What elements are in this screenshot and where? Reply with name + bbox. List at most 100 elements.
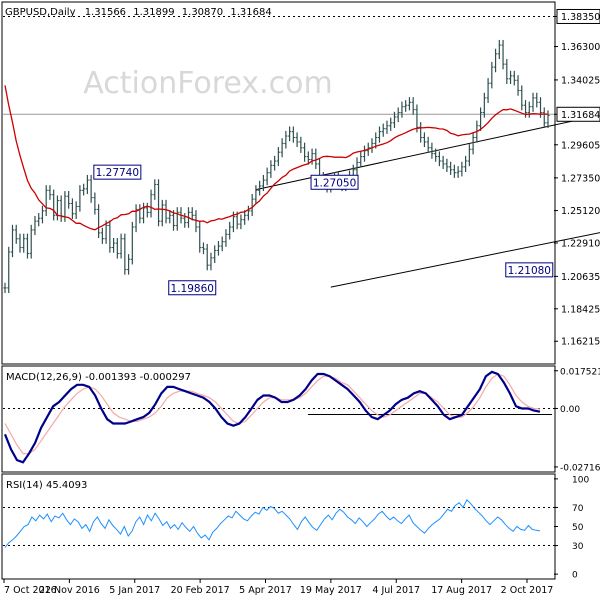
price-bar (100, 227, 104, 244)
price-bar (422, 132, 427, 148)
price-bar (385, 120, 389, 134)
price-bar (377, 126, 382, 143)
price-bar (546, 110, 550, 128)
price-bar (505, 59, 509, 84)
swing-label-text: 1.27050 (313, 177, 356, 189)
price-bar (288, 126, 292, 142)
price-bar (123, 233, 127, 275)
price-bar (18, 233, 22, 253)
rsi-tick-label: 100 (572, 475, 589, 485)
price-bar (314, 148, 318, 170)
chart-header: GBPUSD,Daily 1.31566 1.31899 1.30870 1.3… (5, 7, 272, 18)
price-bar (269, 160, 273, 178)
price-bar (452, 164, 456, 178)
price-bar (201, 242, 206, 255)
price-bar (70, 198, 75, 219)
price-bar (467, 144, 471, 167)
price-panel: ActionForex.com 1.27740 1.19860 1.27050 1.2… (1, 1, 600, 365)
price-bar (153, 179, 157, 200)
price-bar (33, 216, 37, 236)
price-tick-label: 1.34025 (561, 75, 600, 86)
price-bar (198, 221, 202, 253)
price-bar (434, 148, 438, 162)
svg-text:GBPUSD,Daily 1.31566: GBPUSD,Daily 1.31566 1.31899 1.30870 1.3… (5, 7, 272, 18)
price-bar (85, 174, 89, 195)
price-bar (126, 254, 131, 275)
price-bar (359, 151, 363, 168)
price-bar (471, 132, 475, 155)
price-bar (119, 233, 123, 259)
price-bar (400, 101, 404, 118)
macd-line (3, 370, 541, 464)
price-bar (3, 282, 7, 294)
price-bar (280, 138, 284, 158)
price-bar (228, 221, 232, 240)
price-bar (209, 252, 213, 271)
price-bar (478, 107, 483, 131)
price-bar (508, 70, 513, 84)
price-bar (441, 155, 445, 170)
price-bar (82, 183, 86, 196)
price-bar (460, 161, 464, 177)
price-bar (93, 192, 97, 215)
price-bar (407, 97, 412, 111)
rsi-label: RSI(14) 45.4093 (6, 480, 87, 491)
macd-tick-label: 0.017521 (560, 367, 600, 377)
price-tick-label: 1.36300 (561, 42, 600, 53)
low-value: 1.30870 (182, 7, 223, 18)
price-bar (216, 240, 221, 256)
price-tag-box (556, 106, 600, 122)
high-value: 1.31899 (133, 7, 174, 18)
price-bar (220, 236, 224, 252)
price-bar (516, 75, 520, 96)
price-bar (141, 202, 146, 224)
price-bar (254, 185, 258, 205)
rsi-panel: 100 70 50 30 0 RSI(14) 45.4093 (1, 473, 589, 581)
swing-label: 1.21080 (505, 262, 554, 278)
price-bar (40, 205, 45, 224)
price-bar (295, 132, 299, 148)
price-bar (224, 229, 228, 247)
price-bar (213, 245, 217, 263)
price-tag-box (556, 8, 600, 24)
price-bar (381, 123, 385, 137)
price-tick-label: 1.29605 (561, 140, 600, 151)
price-bar (246, 205, 251, 221)
price-bar (25, 233, 30, 259)
price-bar (437, 151, 441, 167)
rsi-tick-label: 0 (572, 571, 578, 581)
macd-tick-label: -0.027169 (560, 463, 600, 473)
swing-label-text: 1.27740 (96, 167, 139, 179)
swing-label-text: 1.19860 (171, 283, 214, 295)
price-bar (115, 238, 119, 259)
price-bar (149, 189, 153, 218)
price-bar (396, 107, 400, 123)
swing-label-box (505, 262, 554, 278)
x-tick-label: 20 Feb 2017 (171, 585, 230, 596)
watermark: ActionForex.com (83, 66, 332, 101)
price-bar (490, 61, 494, 89)
price-bar (284, 130, 288, 149)
price-bar (542, 107, 546, 128)
price-bar (310, 148, 314, 165)
price-bar (535, 92, 539, 108)
price-bar (482, 92, 486, 118)
price-bar (112, 238, 116, 253)
swing-label-text: 1.21080 (508, 265, 551, 277)
macd-tick-label: 0.00 (560, 405, 580, 415)
price-bar (175, 207, 179, 231)
price-bar (156, 179, 161, 227)
price-bar (486, 78, 490, 104)
price-bar (78, 185, 82, 212)
open-value: 1.31566 (85, 7, 126, 18)
price-bar (493, 48, 498, 73)
price-bar (531, 92, 535, 112)
price-bar (52, 189, 56, 221)
price-bar (426, 136, 430, 153)
price-tick-label: 1.22910 (561, 239, 600, 250)
price-bar (67, 191, 71, 209)
channel-upper-line (255, 114, 600, 191)
price-bar (306, 151, 310, 165)
